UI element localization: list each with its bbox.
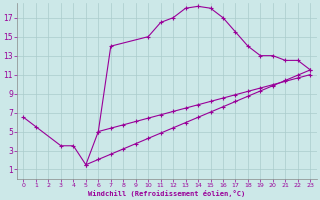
X-axis label: Windchill (Refroidissement éolien,°C): Windchill (Refroidissement éolien,°C): [88, 190, 245, 197]
